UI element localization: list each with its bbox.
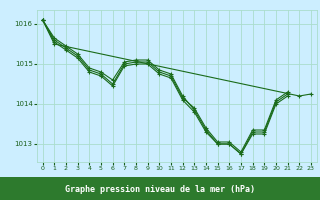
Text: Graphe pression niveau de la mer (hPa): Graphe pression niveau de la mer (hPa) (65, 184, 255, 194)
